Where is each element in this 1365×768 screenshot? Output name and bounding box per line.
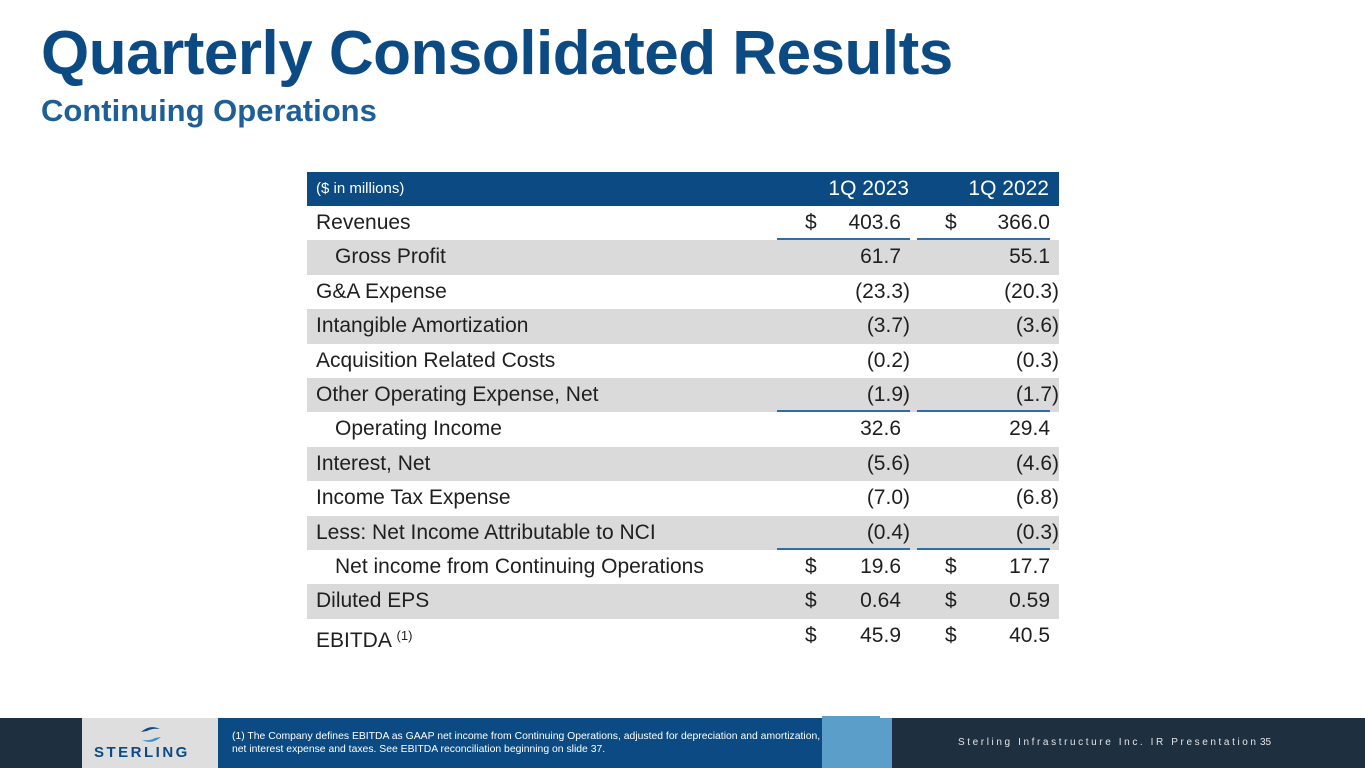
logo-wordmark: STERLING xyxy=(94,744,190,761)
row-label: Gross Profit xyxy=(335,245,446,269)
value-1q-2022: (0.3) xyxy=(1015,348,1059,372)
row-label: G&A Expense xyxy=(316,279,447,303)
value-1q-2023: (3.7) xyxy=(866,314,910,338)
sterling-logo: STERLING xyxy=(82,718,218,768)
table-row-interest-net: Interest, Net (5.6) (4.6) xyxy=(307,446,1059,482)
table-row-acquisition-related-costs: Acquisition Related Costs (0.2) (0.3) xyxy=(307,344,1059,378)
value-1q-2023: (0.2) xyxy=(866,348,910,372)
sterling-swoosh-icon xyxy=(141,727,161,742)
underline xyxy=(777,410,910,413)
value-1q-2023: 19.6 xyxy=(860,554,901,578)
row-label: Diluted EPS xyxy=(316,589,430,613)
value-1q-2023: 45.9 xyxy=(860,623,901,647)
table-row-income-tax-expense: Income Tax Expense (7.0) (6.8) xyxy=(307,481,1059,515)
row-label: Other Operating Expense, Net xyxy=(316,382,599,406)
table-row-gross-profit: Gross Profit 61.7 55.1 xyxy=(307,240,1059,275)
underline xyxy=(917,410,1050,413)
footer-bar: STERLING (1) The Company defines EBITDA … xyxy=(0,716,1365,768)
value-1q-2023: (23.3) xyxy=(855,279,910,303)
row-label: Operating Income xyxy=(335,417,502,441)
value-1q-2022: 366.0 xyxy=(997,211,1050,234)
row-label: Less: Net Income Attributable to NCI xyxy=(316,520,656,544)
row-label: Revenues xyxy=(316,211,411,234)
table-row-ga-expense: G&A Expense (23.3) (20.3) xyxy=(307,275,1059,309)
table-row-intangible-amortization: Intangible Amortization (3.7) (3.6) xyxy=(307,309,1059,344)
column-header-1q-2023: 1Q 2023 xyxy=(828,177,909,200)
unit-label: ($ in millions) xyxy=(316,180,405,197)
accent-block xyxy=(822,718,892,768)
row-label: Net income from Continuing Operations xyxy=(335,554,704,578)
value-1q-2023: 0.64 xyxy=(860,589,901,613)
table-row-nci: Less: Net Income Attributable to NCI (0.… xyxy=(307,515,1059,550)
underline xyxy=(777,547,910,550)
dollar-sign: $ xyxy=(945,554,957,578)
underline xyxy=(777,238,910,241)
value-1q-2023: (1.9) xyxy=(866,382,910,406)
underline xyxy=(917,238,1050,241)
dollar-sign: $ xyxy=(805,589,817,613)
value-1q-2022: (4.6) xyxy=(1015,451,1059,475)
row-label: Interest, Net xyxy=(316,451,431,475)
value-1q-2022: 55.1 xyxy=(1009,245,1050,269)
financial-results-table: ($ in millions) 1Q 2023 1Q 2022 Revenues… xyxy=(307,172,1059,653)
value-1q-2022: (3.6) xyxy=(1015,314,1059,338)
table-header-row: ($ in millions) 1Q 2023 1Q 2022 xyxy=(307,172,1059,206)
table-row-diluted-eps: Diluted EPS $ 0.64 $ 0.59 xyxy=(307,584,1059,619)
row-label: Income Tax Expense xyxy=(316,486,511,510)
page-title: Quarterly Consolidated Results xyxy=(41,19,953,88)
page-subtitle: Continuing Operations xyxy=(41,93,377,128)
value-1q-2022: (6.8) xyxy=(1015,486,1059,510)
column-header-1q-2022: 1Q 2022 xyxy=(968,177,1049,200)
row-label: EBITDA (1) xyxy=(316,619,412,658)
underline xyxy=(917,547,1050,550)
dollar-sign: $ xyxy=(805,623,817,647)
table-row-operating-income: Operating Income 32.6 29.4 xyxy=(307,412,1059,446)
table-row-other-operating-expense: Other Operating Expense, Net (1.9) (1.7) xyxy=(307,377,1059,413)
ebitda-footnote: (1) The Company defines EBITDA as GAAP n… xyxy=(232,731,821,755)
dollar-sign: $ xyxy=(805,211,817,234)
table-row-net-income: Net income from Continuing Operations $ … xyxy=(307,550,1059,584)
dollar-sign: $ xyxy=(805,554,817,578)
value-1q-2022: (20.3) xyxy=(1004,279,1059,303)
dollar-sign: $ xyxy=(945,623,957,647)
footnote-mark: (1) xyxy=(396,627,413,643)
dollar-sign: $ xyxy=(945,211,957,234)
value-1q-2023: (5.6) xyxy=(866,451,910,475)
presentation-title: Sterling Infrastructure Inc. IR Presenta… xyxy=(958,737,1259,748)
value-1q-2022: 17.7 xyxy=(1009,554,1050,578)
table-row-revenues: Revenues $ 403.6 $ 366.0 xyxy=(307,206,1059,241)
row-label: Intangible Amortization xyxy=(316,314,529,338)
row-label: Acquisition Related Costs xyxy=(316,348,556,372)
value-1q-2022: 29.4 xyxy=(1009,417,1050,441)
page-number: 35 xyxy=(1260,737,1272,748)
value-1q-2023: 61.7 xyxy=(860,245,901,269)
table-row-ebitda: EBITDA (1) $ 45.9 $ 40.5 xyxy=(307,619,1059,653)
value-1q-2023: (0.4) xyxy=(866,520,910,544)
accent-strip xyxy=(822,716,880,718)
value-1q-2023: 403.6 xyxy=(848,211,901,234)
value-1q-2022: 40.5 xyxy=(1009,623,1050,647)
value-1q-2022: (0.3) xyxy=(1015,520,1059,544)
value-1q-2023: (7.0) xyxy=(866,486,910,510)
value-1q-2023: 32.6 xyxy=(860,417,901,441)
ebitda-label: EBITDA xyxy=(316,628,391,652)
dollar-sign: $ xyxy=(945,589,957,613)
footnote-box: (1) The Company defines EBITDA as GAAP n… xyxy=(218,718,822,768)
value-1q-2022: (1.7) xyxy=(1015,382,1059,406)
value-1q-2022: 0.59 xyxy=(1009,589,1050,613)
